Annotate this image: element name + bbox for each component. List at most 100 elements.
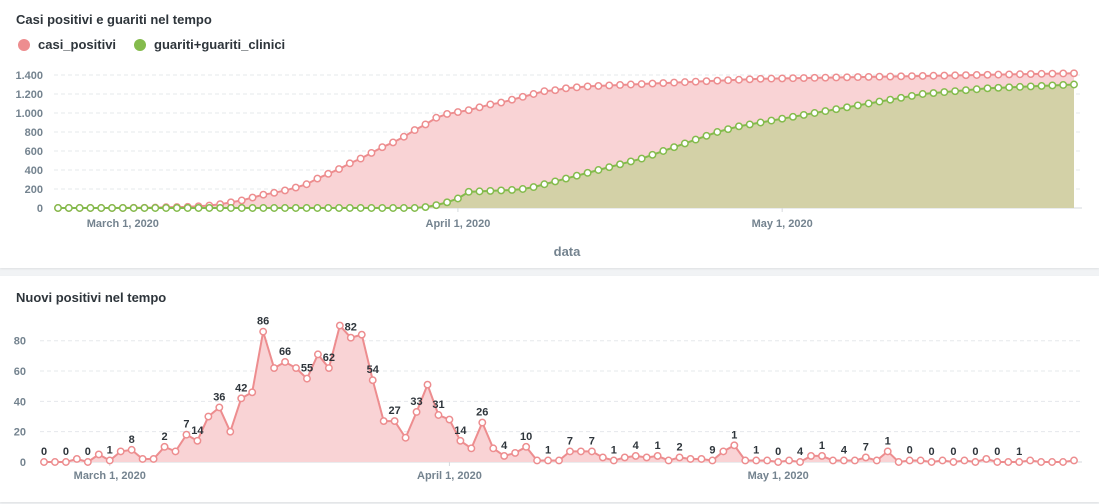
data-point[interactable] xyxy=(1048,458,1057,466)
data-point[interactable] xyxy=(734,122,743,131)
data-point[interactable] xyxy=(659,147,668,155)
data-point[interactable] xyxy=(1016,70,1024,79)
data-point[interactable] xyxy=(270,364,279,372)
data-point[interactable] xyxy=(453,108,462,117)
data-point[interactable] xyxy=(918,72,927,80)
legend-item-casi-positivi[interactable]: casi_positivi xyxy=(18,37,116,52)
data-point[interactable] xyxy=(335,204,343,212)
data-point[interactable] xyxy=(850,456,859,465)
data-point[interactable] xyxy=(594,81,603,90)
data-point[interactable] xyxy=(127,445,136,454)
data-point[interactable] xyxy=(864,99,873,108)
data-point[interactable] xyxy=(745,75,754,84)
data-point[interactable] xyxy=(1070,69,1078,78)
data-point[interactable] xyxy=(983,70,992,79)
data-point[interactable] xyxy=(832,73,841,82)
data-point[interactable] xyxy=(745,120,754,129)
data-point[interactable] xyxy=(259,190,268,199)
data-point[interactable] xyxy=(864,72,873,81)
data-point[interactable] xyxy=(821,73,830,82)
data-point[interactable] xyxy=(94,450,103,459)
data-point[interactable] xyxy=(118,204,127,212)
data-point[interactable] xyxy=(183,204,192,212)
data-point[interactable] xyxy=(1070,456,1078,465)
data-point[interactable] xyxy=(529,183,538,192)
data-point[interactable] xyxy=(730,441,739,450)
data-point[interactable] xyxy=(378,143,387,152)
data-point[interactable] xyxy=(292,364,300,372)
data-point[interactable] xyxy=(843,103,851,112)
data-point[interactable] xyxy=(1048,81,1057,90)
data-point[interactable] xyxy=(303,374,311,383)
data-point[interactable] xyxy=(508,186,516,194)
data-point[interactable] xyxy=(193,436,202,445)
data-point[interactable] xyxy=(345,204,354,212)
data-point[interactable] xyxy=(281,358,290,366)
data-point[interactable] xyxy=(875,97,884,106)
data-point[interactable] xyxy=(605,81,614,90)
data-point[interactable] xyxy=(961,86,970,95)
data-point[interactable] xyxy=(475,187,484,196)
data-point[interactable] xyxy=(708,456,717,465)
data-point[interactable] xyxy=(821,107,830,116)
data-point[interactable] xyxy=(724,125,733,134)
data-point[interactable] xyxy=(281,186,289,195)
data-point[interactable] xyxy=(421,203,430,212)
data-point[interactable] xyxy=(72,455,81,463)
data-point[interactable] xyxy=(248,193,257,202)
data-point[interactable] xyxy=(756,118,765,127)
data-point[interactable] xyxy=(105,456,114,465)
data-point[interactable] xyxy=(562,174,570,183)
data-point[interactable] xyxy=(594,166,603,174)
data-point[interactable] xyxy=(270,188,279,197)
data-point[interactable] xyxy=(1026,456,1035,465)
data-point[interactable] xyxy=(828,456,837,465)
data-point[interactable] xyxy=(983,84,992,93)
data-point[interactable] xyxy=(927,458,936,466)
data-point[interactable] xyxy=(464,106,473,115)
data-point[interactable] xyxy=(1059,69,1068,78)
data-point[interactable] xyxy=(894,458,903,466)
data-point[interactable] xyxy=(281,204,289,212)
data-point[interactable] xyxy=(423,380,432,389)
data-point[interactable] xyxy=(883,447,892,456)
data-point[interactable] xyxy=(497,98,506,107)
data-point[interactable] xyxy=(162,204,171,212)
data-point[interactable] xyxy=(562,84,570,93)
data-point[interactable] xyxy=(443,110,452,118)
data-point[interactable] xyxy=(572,83,581,92)
data-point[interactable] xyxy=(949,458,958,466)
data-point[interactable] xyxy=(291,204,300,212)
data-point[interactable] xyxy=(609,456,618,465)
data-point[interactable] xyxy=(971,458,980,466)
data-point[interactable] xyxy=(544,456,552,465)
data-point[interactable] xyxy=(1037,69,1046,78)
data-point[interactable] xyxy=(412,408,421,416)
data-point[interactable] xyxy=(938,456,947,465)
data-point[interactable] xyxy=(259,327,268,336)
data-point[interactable] xyxy=(151,204,160,212)
data-point[interactable] xyxy=(324,204,333,212)
data-point[interactable] xyxy=(843,73,851,82)
data-point[interactable] xyxy=(138,455,147,463)
data-point[interactable] xyxy=(691,135,700,144)
data-point[interactable] xyxy=(248,388,257,397)
data-point[interactable] xyxy=(324,364,333,372)
data-point[interactable] xyxy=(1059,458,1067,466)
data-point[interactable] xyxy=(237,196,246,205)
data-point[interactable] xyxy=(259,204,268,212)
data-point[interactable] xyxy=(226,204,235,212)
data-point[interactable] xyxy=(367,204,376,212)
data-point[interactable] xyxy=(379,417,388,426)
data-point[interactable] xyxy=(75,204,84,212)
data-point[interactable] xyxy=(951,87,960,96)
data-point[interactable] xyxy=(508,95,516,104)
data-point[interactable] xyxy=(335,165,343,174)
data-point[interactable] xyxy=(194,204,203,212)
data-point[interactable] xyxy=(686,455,695,463)
data-point[interactable] xyxy=(270,204,279,212)
data-point[interactable] xyxy=(626,80,635,89)
data-point[interactable] xyxy=(86,204,95,212)
data-point[interactable] xyxy=(697,455,706,463)
data-point[interactable] xyxy=(929,71,938,80)
